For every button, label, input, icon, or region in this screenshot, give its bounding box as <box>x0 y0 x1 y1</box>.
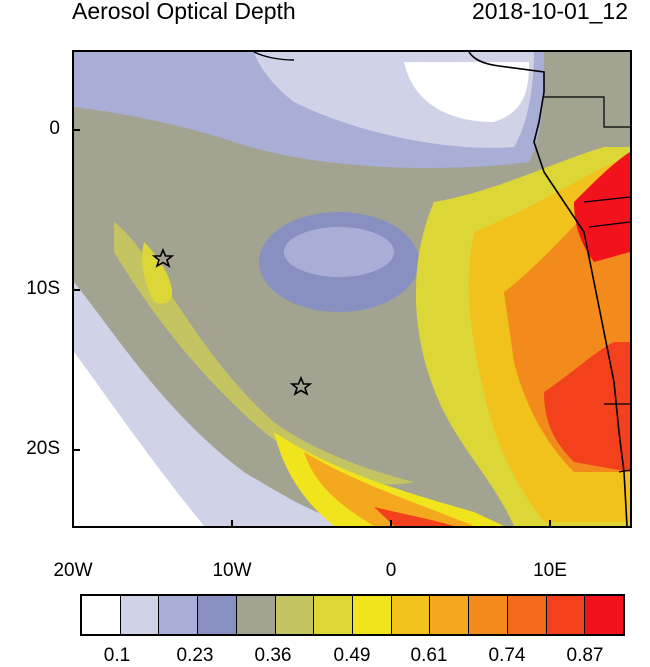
map-title: Aerosol Optical Depth <box>72 0 296 24</box>
colorbar-label-0.49: 0.49 <box>333 645 371 666</box>
aod-region-south-plume <box>274 432 504 526</box>
colorbar-segment-0 <box>82 596 121 634</box>
aod-map <box>72 50 632 528</box>
colorbar-label-0.61: 0.61 <box>410 645 448 666</box>
colorbar-label-0.87: 0.87 <box>566 645 604 666</box>
lon-label-0: 0 <box>385 560 397 581</box>
star-marker-west <box>151 247 175 268</box>
country-border-north <box>544 96 630 128</box>
colorbar-segment-2 <box>159 596 199 634</box>
aod-field <box>74 52 630 526</box>
colorbar-segment-3 <box>198 596 237 634</box>
lon-tick-10w <box>231 520 233 528</box>
lon-tick-10e <box>549 520 551 528</box>
colorbar-segment-13 <box>585 596 624 634</box>
aod-region-white-sw <box>74 352 204 526</box>
country-border-south <box>604 403 630 473</box>
lon-label-10w: 10W <box>212 560 252 581</box>
colorbar-segment-4 <box>236 596 276 634</box>
aod-region-south-peak <box>374 507 454 526</box>
colorbar-segment-1 <box>120 596 160 634</box>
aod-region-central-lower <box>284 227 394 277</box>
colorbar <box>80 594 625 636</box>
lat-tick-20s <box>72 449 80 451</box>
colorbar-label-0.23: 0.23 <box>176 645 214 666</box>
lat-label-10s: 10S <box>26 278 60 299</box>
lat-tick-10s <box>72 289 80 291</box>
aod-region-south-core <box>304 452 474 526</box>
colorbar-segment-9 <box>430 596 470 634</box>
colorbar-label-0.74: 0.74 <box>488 645 526 666</box>
colorbar-segment-7 <box>353 596 392 634</box>
star-marker-south <box>289 375 313 396</box>
colorbar-segment-8 <box>391 596 431 634</box>
map-timestamp: 2018-10-01_12 <box>471 0 628 24</box>
country-border-central <box>583 196 630 228</box>
colorbar-segment-5 <box>275 596 315 634</box>
lat-tick-0 <box>72 129 80 131</box>
coastline <box>468 52 628 526</box>
lon-label-20w: 20W <box>53 560 93 581</box>
colorbar-segment-6 <box>314 596 354 634</box>
lat-label-20s: 20S <box>26 438 60 459</box>
aod-region-east-peak-south <box>544 342 630 472</box>
lon-tick-0 <box>390 520 392 528</box>
colorbar-segment-11 <box>507 596 547 634</box>
colorbar-label-0.36: 0.36 <box>254 645 292 666</box>
colorbar-label-0.1: 0.1 <box>103 645 131 666</box>
lat-label-0: 0 <box>49 118 60 139</box>
aod-region-west-plume <box>142 242 173 304</box>
lon-label-10e: 10E <box>533 560 567 581</box>
coastline-north <box>253 52 295 61</box>
lon-tick-20w <box>72 520 74 528</box>
colorbar-segment-10 <box>469 596 508 634</box>
colorbar-segment-12 <box>546 596 586 634</box>
aod-region-east-peak-north <box>574 152 630 262</box>
aod-region-north-white <box>404 62 529 122</box>
